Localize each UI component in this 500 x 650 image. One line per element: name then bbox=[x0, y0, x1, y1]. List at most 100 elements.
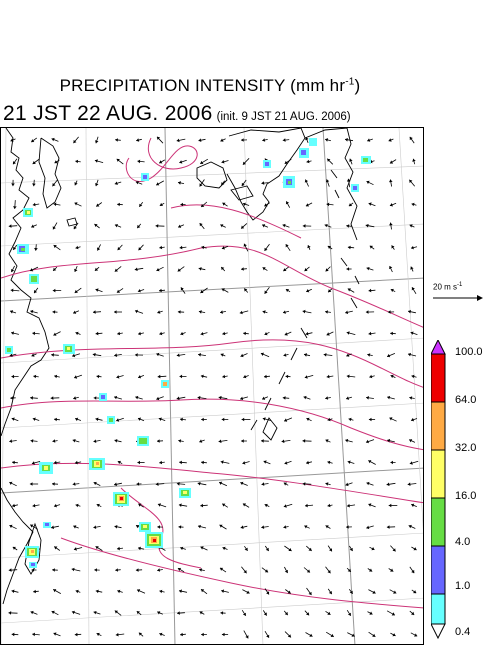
subtitle: 21 JST 22 AUG. 2006 (init. 9 JST 21 AUG. … bbox=[3, 102, 351, 126]
wind-vector-head bbox=[200, 546, 204, 550]
wind-vector-head bbox=[198, 353, 201, 357]
wind-vector-head bbox=[244, 288, 248, 292]
wind-vector-head bbox=[54, 417, 57, 422]
wind-vector-head bbox=[116, 158, 120, 162]
wind-vector-head bbox=[30, 610, 34, 615]
wind-vector-head bbox=[50, 396, 54, 400]
precip-cell-japan-5 bbox=[361, 156, 371, 164]
wind-vector-head bbox=[135, 568, 139, 572]
wind-vector-head bbox=[95, 288, 99, 292]
wind-vector-head bbox=[365, 310, 369, 314]
wind-vector-head bbox=[54, 546, 58, 550]
wind-vector-head bbox=[262, 396, 266, 400]
wind-vector-head bbox=[284, 569, 288, 573]
wind-vector-head bbox=[389, 160, 394, 164]
title-text: PRECIPITATION INTENSITY (mm hr bbox=[59, 76, 346, 95]
wind-vector-head bbox=[74, 268, 78, 272]
wind-vector-head bbox=[176, 396, 180, 401]
precip-cell-east-china-sea bbox=[63, 344, 75, 354]
wind-vector-head bbox=[302, 439, 306, 443]
wind-vector-head bbox=[176, 482, 180, 486]
wind-vector-head bbox=[368, 460, 372, 464]
wind-vector-head bbox=[114, 353, 118, 357]
wind-vector-head bbox=[53, 202, 57, 207]
wind-vector-head bbox=[218, 439, 222, 444]
wind-vector-head bbox=[326, 202, 330, 207]
wind-vector-head bbox=[367, 353, 371, 357]
wind-vector-head bbox=[134, 267, 138, 272]
wind-vector-head bbox=[199, 223, 203, 227]
wind-vector-head bbox=[178, 224, 182, 228]
wind-vector-head bbox=[116, 289, 121, 293]
wind-vector-head bbox=[389, 179, 393, 183]
contour-line bbox=[125, 137, 198, 182]
wind-vector-head bbox=[137, 589, 141, 593]
wind-vector-head bbox=[198, 524, 201, 529]
wind-vector-head bbox=[201, 460, 204, 465]
precip-cell-sea-7 bbox=[113, 492, 129, 506]
wind-vector-head bbox=[179, 160, 183, 164]
wind-vector-head bbox=[117, 460, 121, 465]
wind-vector-head bbox=[349, 547, 353, 551]
wind-vector-head bbox=[328, 591, 332, 595]
jeju-island bbox=[66, 217, 78, 227]
wind-vector-head bbox=[305, 203, 309, 207]
wind-vector-head bbox=[261, 439, 264, 443]
wind-vector-head bbox=[372, 633, 376, 637]
wind-vector-head bbox=[178, 439, 182, 443]
wind-vector-head bbox=[71, 567, 75, 572]
wind-vector-head bbox=[368, 417, 372, 422]
wind-vector-head bbox=[33, 589, 36, 594]
colorbar-label-100: 100.0 bbox=[455, 346, 483, 358]
latitude-line bbox=[1, 597, 423, 624]
wind-vector-head bbox=[72, 353, 76, 358]
wind-vector-head bbox=[409, 224, 413, 228]
wind-vector-head bbox=[369, 374, 373, 379]
wind-vector-head bbox=[176, 353, 180, 357]
wind-vector-head bbox=[410, 266, 414, 270]
coastlines bbox=[1, 128, 360, 605]
precip-cell-korea-north bbox=[141, 173, 149, 181]
island-chain-east bbox=[340, 257, 360, 309]
colorbar-swatch-100 bbox=[431, 353, 446, 403]
wind-vector-head bbox=[347, 460, 351, 464]
wind-vector-head bbox=[304, 268, 308, 272]
wind-vector-head bbox=[221, 288, 225, 292]
precip-cell-japan-6 bbox=[351, 184, 359, 192]
wind-vector-head bbox=[304, 375, 308, 379]
wind-vector-head bbox=[245, 635, 249, 639]
wind-vector-head bbox=[52, 568, 55, 572]
wind-vector-head bbox=[390, 331, 393, 336]
wind-vector-head bbox=[264, 569, 269, 573]
wind-vector-head bbox=[179, 460, 182, 465]
wind-vector-head bbox=[93, 611, 97, 615]
wind-vector-head bbox=[242, 161, 246, 165]
wind-vector-head bbox=[246, 590, 250, 594]
wind-vector-head bbox=[346, 178, 351, 182]
colorbar: 100.0 64.0 32.0 16.0 4.0 1.0 0.4 bbox=[431, 340, 499, 640]
wind-vector-head bbox=[349, 158, 353, 162]
wind-vector-head bbox=[390, 288, 394, 293]
wind-vector-head bbox=[138, 331, 141, 336]
wind-vector-head bbox=[240, 525, 244, 529]
wind-vector-head bbox=[32, 161, 36, 164]
wind-vector-head bbox=[304, 353, 307, 357]
wind-vector-head bbox=[222, 374, 226, 379]
wind-vector-head bbox=[388, 503, 392, 508]
wind-vector-head bbox=[74, 289, 78, 293]
wind-vector-head bbox=[159, 160, 163, 164]
wind-vector-head bbox=[346, 331, 350, 335]
wind-vector-head bbox=[410, 331, 414, 335]
wind-vector-head bbox=[388, 138, 392, 142]
wind-vector-head bbox=[114, 310, 117, 314]
wind-vector-head bbox=[368, 288, 372, 293]
wind-vector-head bbox=[325, 268, 329, 272]
wind-vector-head bbox=[284, 461, 288, 465]
wind-vector-head bbox=[32, 632, 35, 637]
wind-vector-head bbox=[137, 460, 140, 465]
wind-vector-head bbox=[30, 396, 33, 400]
longitude-line bbox=[85, 128, 90, 644]
wind-vector-head bbox=[306, 460, 309, 465]
wind-vector-head bbox=[347, 288, 351, 292]
wind-vector-head bbox=[387, 310, 391, 314]
